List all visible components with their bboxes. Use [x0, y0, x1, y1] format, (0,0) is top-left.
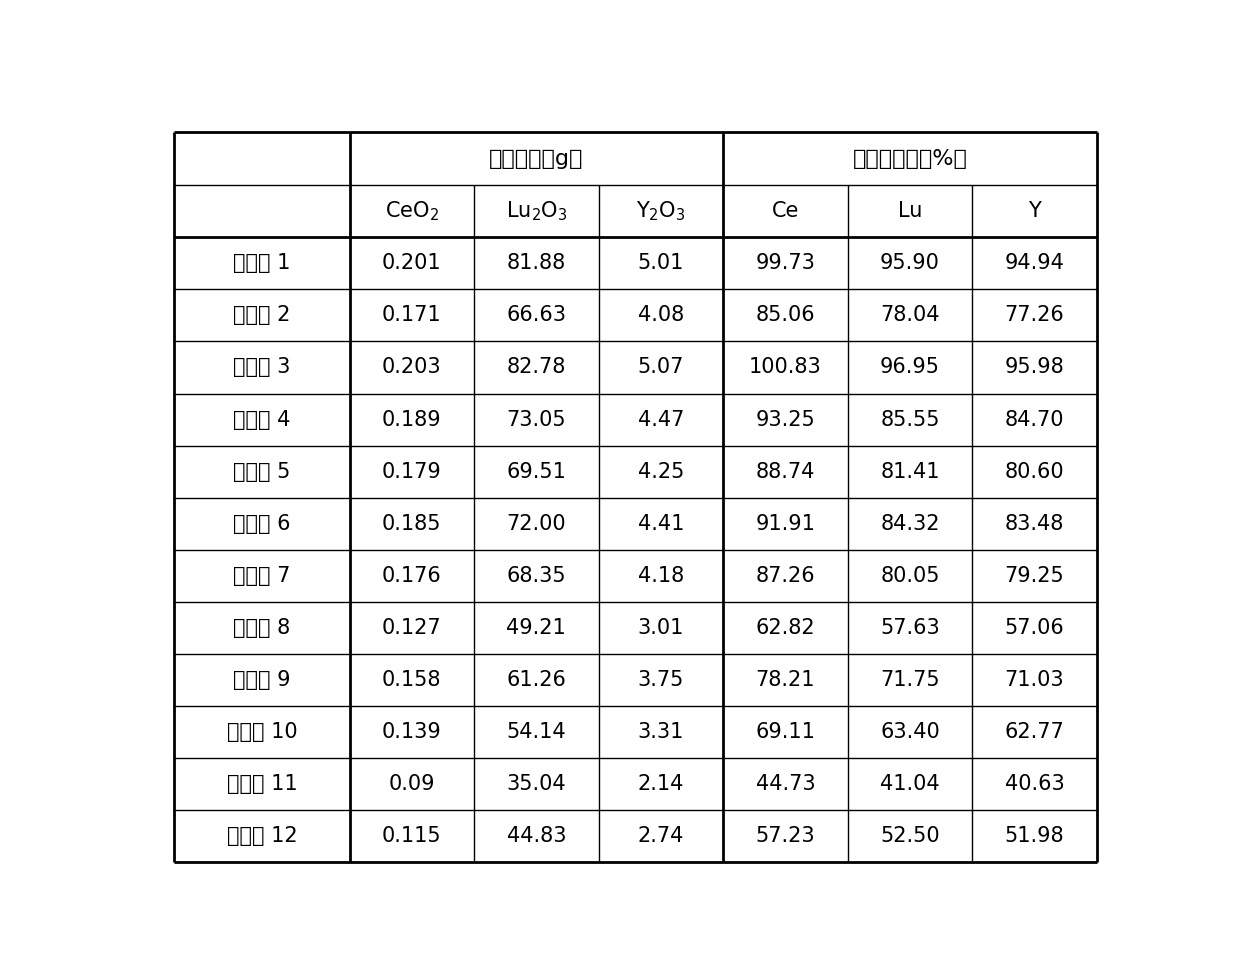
Text: 40.63: 40.63	[1004, 774, 1064, 794]
Text: 5.07: 5.07	[637, 358, 684, 377]
Text: 4.41: 4.41	[637, 514, 684, 533]
Text: 81.88: 81.88	[507, 253, 565, 274]
Text: 49.21: 49.21	[506, 617, 567, 638]
Text: 4.08: 4.08	[637, 306, 684, 325]
Text: 2.74: 2.74	[637, 826, 684, 846]
Text: 41.04: 41.04	[880, 774, 940, 794]
Text: 0.185: 0.185	[382, 514, 441, 533]
Text: 71.03: 71.03	[1004, 670, 1064, 690]
Text: 实施例 7: 实施例 7	[233, 566, 290, 586]
Text: 85.55: 85.55	[880, 409, 940, 430]
Text: Lu: Lu	[898, 201, 923, 221]
Text: 5.01: 5.01	[637, 253, 684, 274]
Text: 94.94: 94.94	[1004, 253, 1064, 274]
Text: 87.26: 87.26	[755, 566, 815, 586]
Text: CeO$_2$: CeO$_2$	[384, 199, 439, 223]
Text: 实施例 12: 实施例 12	[227, 826, 298, 846]
Text: 4.25: 4.25	[637, 461, 684, 482]
Text: 54.14: 54.14	[506, 722, 567, 742]
Text: 79.25: 79.25	[1004, 566, 1064, 586]
Text: 0.189: 0.189	[382, 409, 441, 430]
Text: 84.32: 84.32	[880, 514, 940, 533]
Text: 95.98: 95.98	[1004, 358, 1064, 377]
Text: 82.78: 82.78	[507, 358, 565, 377]
Text: 0.179: 0.179	[382, 461, 441, 482]
Text: 62.82: 62.82	[755, 617, 815, 638]
Text: 99.73: 99.73	[755, 253, 816, 274]
Text: 72.00: 72.00	[506, 514, 567, 533]
Text: 实施例 1: 实施例 1	[233, 253, 290, 274]
Text: 实施例 9: 实施例 9	[233, 670, 290, 690]
Text: 0.176: 0.176	[382, 566, 441, 586]
Text: 实施例 4: 实施例 4	[233, 409, 290, 430]
Text: 73.05: 73.05	[506, 409, 567, 430]
Text: 95.90: 95.90	[880, 253, 940, 274]
Text: 实施例 11: 实施例 11	[227, 774, 298, 794]
Text: 80.60: 80.60	[1004, 461, 1064, 482]
Text: 85.06: 85.06	[755, 306, 815, 325]
Text: 44.73: 44.73	[755, 774, 815, 794]
Text: 0.158: 0.158	[382, 670, 441, 690]
Text: 4.18: 4.18	[637, 566, 684, 586]
Text: 4.47: 4.47	[637, 409, 684, 430]
Text: 78.21: 78.21	[755, 670, 815, 690]
Text: 91.91: 91.91	[755, 514, 816, 533]
Text: 61.26: 61.26	[506, 670, 567, 690]
Text: 0.139: 0.139	[382, 722, 441, 742]
Text: 77.26: 77.26	[1004, 306, 1064, 325]
Text: 0.09: 0.09	[388, 774, 435, 794]
Text: 实施例 3: 实施例 3	[233, 358, 290, 377]
Text: 81.41: 81.41	[880, 461, 940, 482]
Text: 稀土浸出率（%）: 稀土浸出率（%）	[853, 149, 967, 169]
Text: 57.63: 57.63	[880, 617, 940, 638]
Text: 实施例 2: 实施例 2	[233, 306, 290, 325]
Text: Y: Y	[1028, 201, 1040, 221]
Text: 83.48: 83.48	[1004, 514, 1064, 533]
Text: 78.04: 78.04	[880, 306, 940, 325]
Text: 3.01: 3.01	[637, 617, 684, 638]
Text: 88.74: 88.74	[755, 461, 815, 482]
Text: 35.04: 35.04	[506, 774, 567, 794]
Text: 80.05: 80.05	[880, 566, 940, 586]
Text: 96.95: 96.95	[880, 358, 940, 377]
Text: 66.63: 66.63	[506, 306, 567, 325]
Text: 0.171: 0.171	[382, 306, 441, 325]
Text: Ce: Ce	[771, 201, 799, 221]
Text: 63.40: 63.40	[880, 722, 940, 742]
Text: 3.75: 3.75	[637, 670, 684, 690]
Text: 44.83: 44.83	[507, 826, 567, 846]
Text: 84.70: 84.70	[1004, 409, 1064, 430]
Text: 稀土含量（g）: 稀土含量（g）	[489, 149, 584, 169]
Text: 0.127: 0.127	[382, 617, 441, 638]
Text: 0.201: 0.201	[382, 253, 441, 274]
Text: 2.14: 2.14	[637, 774, 684, 794]
Text: 57.06: 57.06	[1004, 617, 1064, 638]
Text: 51.98: 51.98	[1004, 826, 1064, 846]
Text: 57.23: 57.23	[755, 826, 815, 846]
Text: 0.115: 0.115	[382, 826, 441, 846]
Text: 93.25: 93.25	[755, 409, 815, 430]
Text: 100.83: 100.83	[749, 358, 822, 377]
Text: 62.77: 62.77	[1004, 722, 1064, 742]
Text: 3.31: 3.31	[637, 722, 684, 742]
Text: 0.203: 0.203	[382, 358, 441, 377]
Text: Lu$_2$O$_3$: Lu$_2$O$_3$	[506, 199, 567, 223]
Text: 实施例 10: 实施例 10	[227, 722, 298, 742]
Text: 52.50: 52.50	[880, 826, 940, 846]
Text: 68.35: 68.35	[506, 566, 567, 586]
Text: 71.75: 71.75	[880, 670, 940, 690]
Text: 实施例 8: 实施例 8	[233, 617, 290, 638]
Text: 69.11: 69.11	[755, 722, 816, 742]
Text: 实施例 5: 实施例 5	[233, 461, 290, 482]
Text: 实施例 6: 实施例 6	[233, 514, 290, 533]
Text: Y$_2$O$_3$: Y$_2$O$_3$	[636, 199, 686, 223]
Text: 69.51: 69.51	[506, 461, 567, 482]
